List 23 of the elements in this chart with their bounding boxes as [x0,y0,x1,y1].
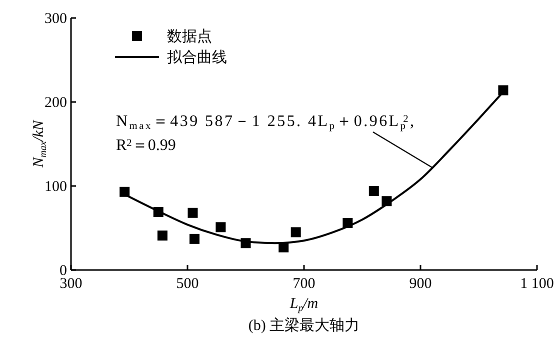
point [290,227,301,238]
point [368,186,379,196]
y-tick-label: 0 [60,263,67,279]
point [120,186,130,197]
annotation: R$^{2}$＝0.99 [116,137,176,154]
x-tick-label: 900 [409,276,432,292]
x-axis-title: L$_{p}$/m [288,296,318,314]
x-tick-label: 1 100 [520,276,554,292]
point [498,85,508,96]
y-tick-label: 200 [44,95,67,111]
legend-label: 拟合曲线 [167,49,227,66]
x-tick-label: 300 [60,276,82,292]
point [216,222,226,232]
y-tick-label: 300 [44,11,67,27]
x-tick-label: 500 [176,276,199,292]
point [157,230,168,241]
x-tick-label: 700 [292,276,316,292]
point [189,234,200,244]
annotation: N$_{max}$＝439 587－1 255. 4L$_{p}$＋0.96L$_{p}$$^{2}$, [116,113,414,132]
legend-label: 数据点 [167,28,212,45]
y-tick-label: 100 [44,179,67,195]
text: (b) 主梁最大轴力 [248,317,360,334]
point [188,208,198,218]
